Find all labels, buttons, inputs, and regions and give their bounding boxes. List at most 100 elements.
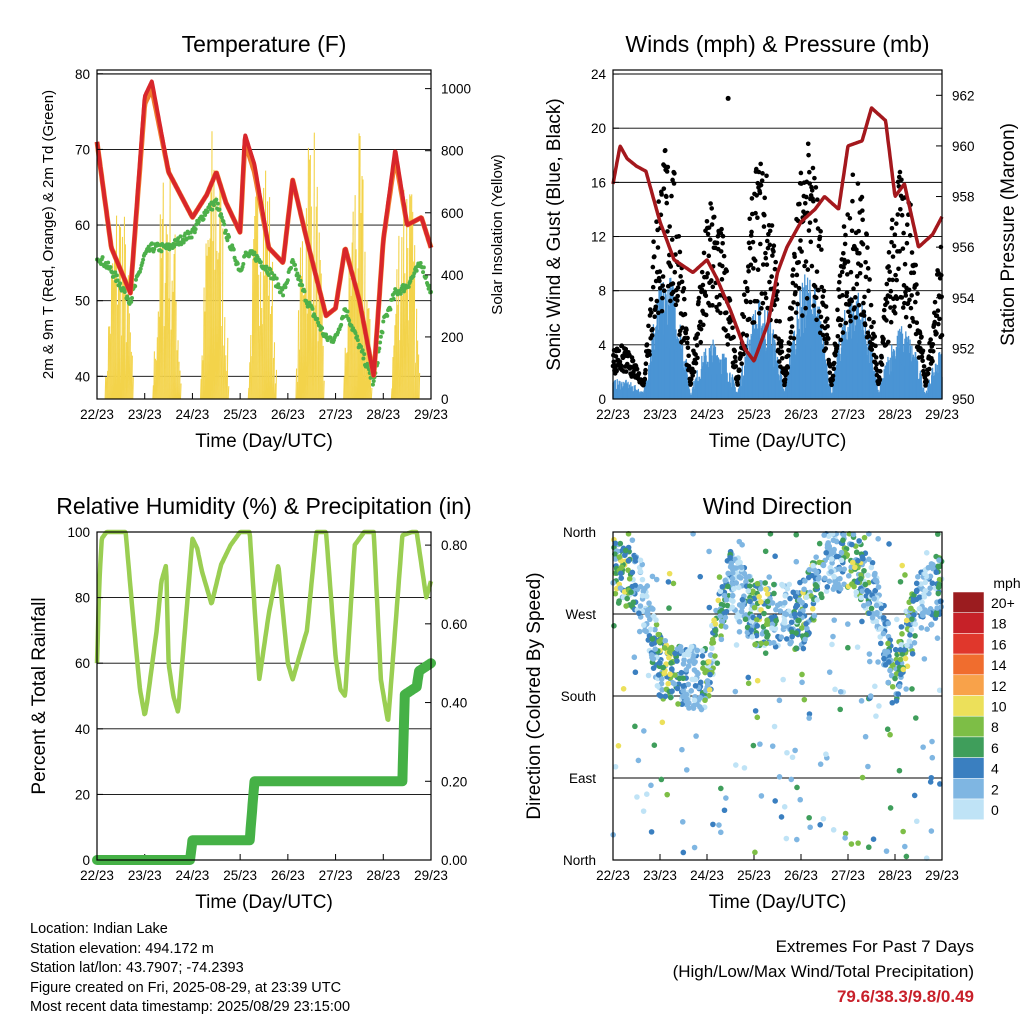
gust-point — [790, 267, 796, 272]
gust-point — [859, 194, 865, 200]
wind-ytick-label-right: 956 — [952, 240, 975, 255]
gust-point — [894, 296, 900, 302]
wind-direction-point — [637, 557, 644, 564]
gust-point — [653, 278, 659, 284]
gust-point — [811, 303, 816, 308]
gust-point — [930, 341, 936, 347]
data-timestamp: Most recent data timestamp: 2025/08/29 2… — [30, 999, 351, 1015]
wind-xtick-label: 25/23 — [737, 407, 771, 422]
wind-direction-point — [824, 584, 831, 590]
wind-direction-point — [868, 564, 875, 571]
insolation-spike — [170, 329, 172, 400]
wind-direction-point — [771, 581, 777, 588]
insolation-spike — [157, 311, 159, 400]
gust-point — [754, 193, 759, 198]
dewpoint-point — [115, 278, 120, 283]
wind-direction-point — [706, 548, 712, 555]
insolation-spike — [169, 167, 171, 400]
gust-point — [928, 337, 933, 342]
insolation-spike — [111, 263, 114, 400]
insolation-spike — [316, 186, 318, 400]
wind-direction-point — [660, 664, 667, 671]
insolation-spike — [393, 325, 396, 400]
gust-point — [869, 347, 875, 352]
insolation-spike — [344, 347, 346, 400]
gust-point — [744, 299, 749, 305]
gust-point — [744, 333, 750, 338]
wind-direction-point — [925, 609, 932, 616]
dewpoint-point — [345, 309, 350, 314]
wind-direction-point — [617, 585, 624, 591]
humidity-precip-panel: Relative Humidity (%) & Precipitation (i… — [29, 493, 472, 913]
wind-ytick-label-right: 960 — [952, 139, 975, 154]
insolation-spike — [202, 287, 205, 400]
gust-point — [788, 329, 794, 335]
wind-direction-point — [776, 697, 783, 704]
insolation-spike — [218, 182, 221, 400]
gust-point — [714, 240, 720, 246]
gust-point — [725, 333, 731, 338]
wind-direction-point — [913, 715, 919, 721]
dir-ytick-label: North — [563, 525, 596, 540]
wind-direction-point — [866, 658, 873, 665]
insolation-spike — [128, 313, 130, 400]
wind-direction-point — [928, 828, 935, 834]
wind-direction-point — [806, 814, 812, 821]
insolation-spike — [166, 234, 168, 400]
wind-direction-point — [648, 605, 655, 611]
rh-xtick-label: 28/23 — [366, 868, 400, 883]
gust-point — [831, 360, 837, 366]
insolation-spike — [130, 351, 132, 400]
wind-direction-point — [826, 669, 833, 675]
wind-direction-point — [617, 570, 624, 577]
wind-direction-point — [918, 625, 925, 631]
wind-direction-point — [789, 633, 795, 640]
pressure-line — [611, 106, 944, 363]
insolation-spike — [168, 298, 170, 400]
wind-direction-point — [922, 579, 929, 586]
insolation-spike — [227, 386, 230, 400]
wind-direction-point — [612, 540, 619, 547]
wind-direction-point — [628, 589, 634, 595]
dewpoint-point — [152, 247, 157, 252]
wind-direction-point — [799, 679, 805, 686]
dewpoint-point — [388, 307, 393, 312]
gust-point — [651, 239, 656, 245]
insolation-spike — [298, 349, 301, 400]
gust-point — [885, 339, 891, 345]
wind-direction-point — [704, 682, 711, 688]
gust-point — [805, 141, 811, 147]
wind-direction-point — [823, 751, 829, 758]
wind-direction-point — [680, 688, 686, 694]
wind-direction-point — [644, 610, 650, 617]
wind-direction-point — [841, 566, 848, 572]
gust-point — [771, 249, 776, 254]
wind-direction-point — [646, 600, 652, 607]
wind-direction-point — [683, 691, 690, 698]
insolation-spike — [322, 345, 324, 400]
wind-direction-point — [679, 819, 686, 825]
insolation-spike — [174, 301, 177, 400]
gust-point — [793, 289, 798, 295]
wind-direction-point — [786, 581, 793, 588]
wind-direction-point — [637, 603, 644, 609]
gust-point — [811, 198, 816, 204]
dewpoint-point — [159, 249, 164, 254]
wind-direction-point — [658, 676, 665, 682]
gust-point — [879, 362, 885, 367]
dewpoint-point — [258, 260, 263, 265]
dewpoint-point — [347, 318, 352, 323]
gust-point — [897, 169, 903, 175]
wind-direction-point — [833, 553, 840, 560]
wind-direction-point — [750, 588, 756, 594]
insolation-spike — [307, 147, 309, 400]
wind-direction-point — [729, 575, 736, 582]
wind-direction-point — [662, 637, 669, 644]
wind-direction-point — [927, 585, 933, 591]
gust-point — [703, 293, 709, 299]
wind-direction-point — [810, 562, 816, 569]
wind-direction-point — [697, 694, 704, 701]
wind-direction-point — [813, 554, 819, 560]
temp-xtick-label: 29/23 — [414, 407, 448, 422]
dewpoint-point — [114, 273, 119, 278]
